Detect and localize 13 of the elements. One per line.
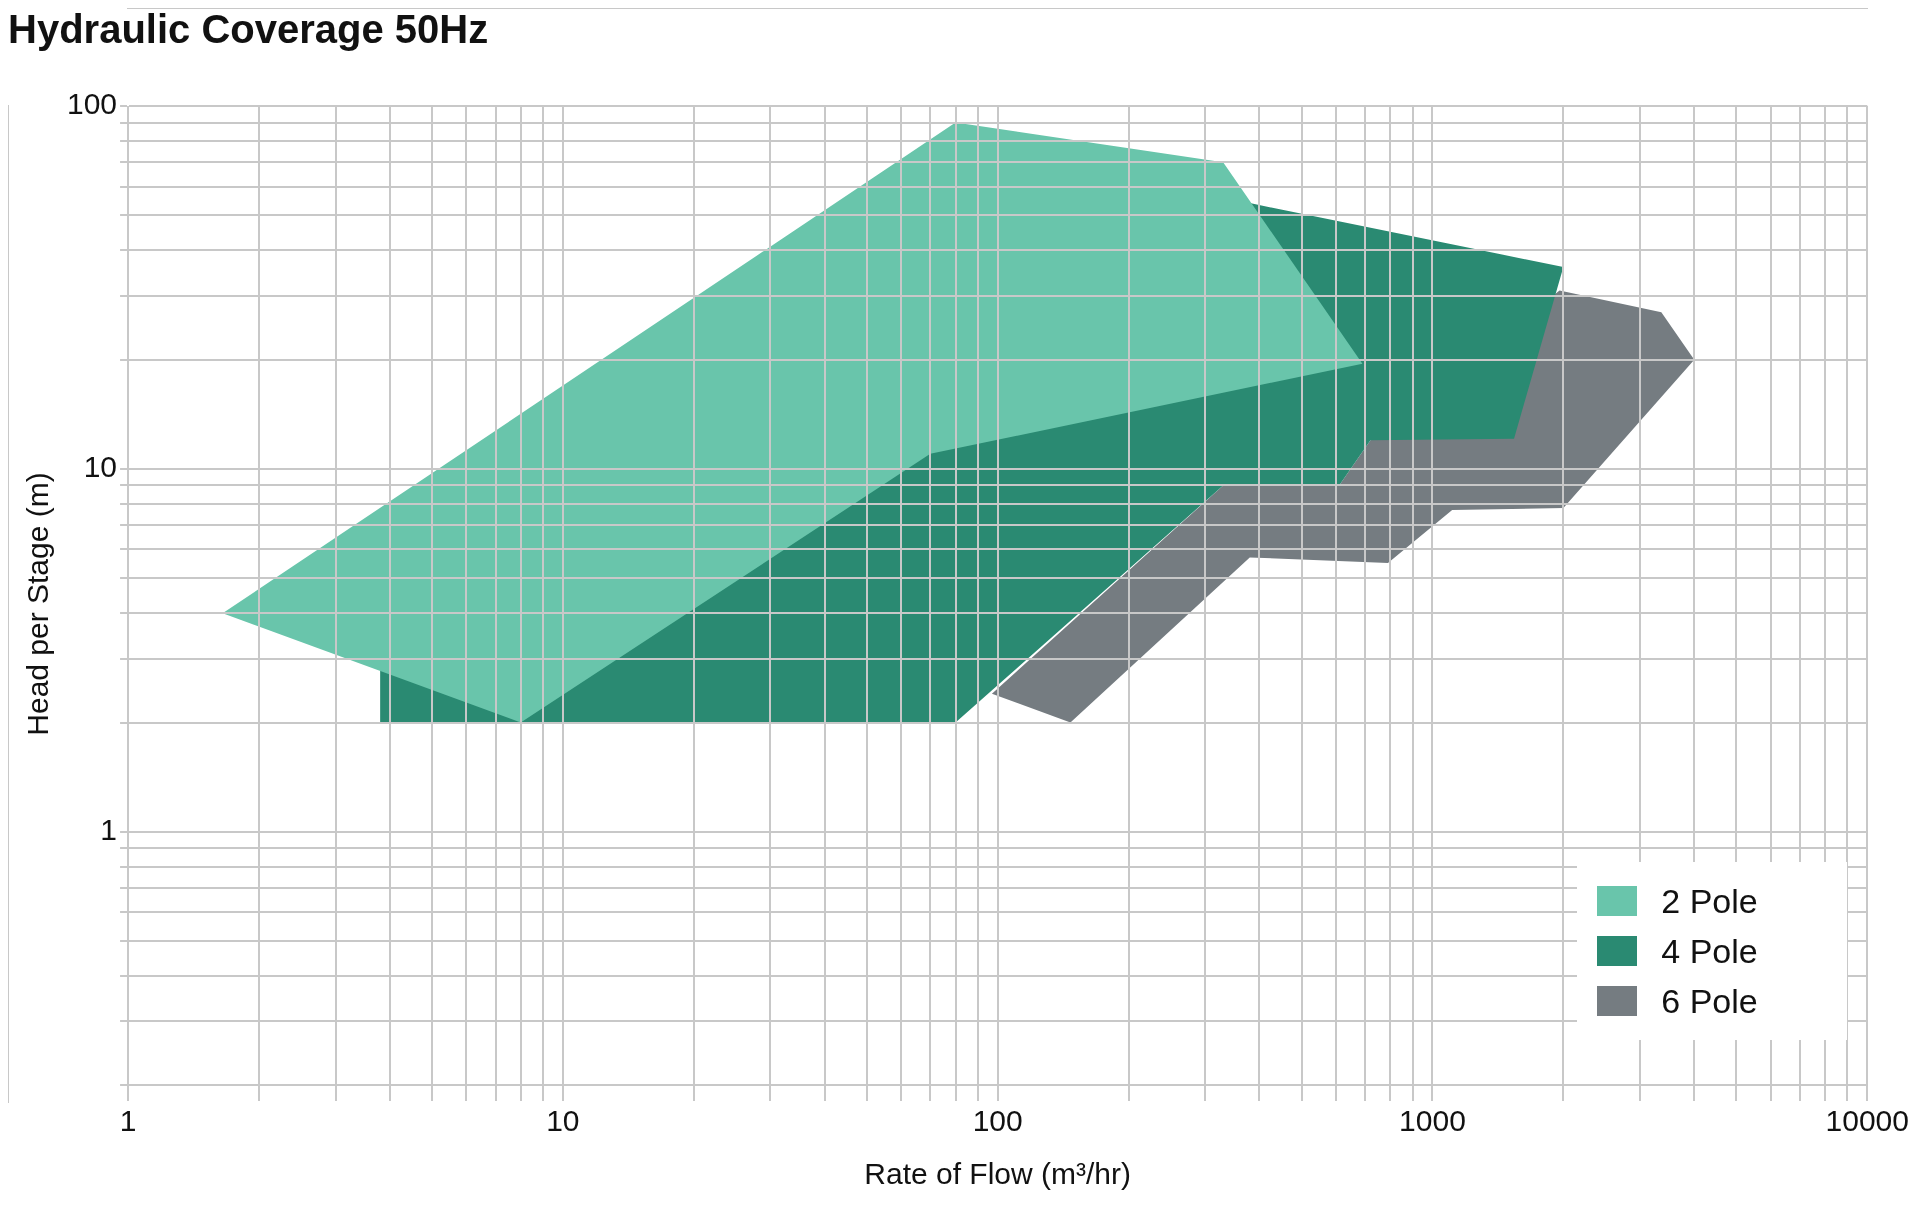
x-tick-label: 10000 (1825, 1104, 1910, 1138)
x-axis-title: Rate of Flow (m³/hr) (864, 1157, 1132, 1191)
legend-label: 6 Pole (1661, 981, 1758, 1021)
y-axis-title: Head per Stage (m) (21, 472, 55, 736)
y-tick-label: 100 (66, 87, 118, 121)
legend-label: 2 Pole (1661, 881, 1758, 921)
legend-label: 4 Pole (1661, 931, 1758, 971)
y-tick-label: 10 (83, 450, 118, 484)
x-tick-label: 100 (972, 1104, 1023, 1138)
x-tick-label: 1000 (1399, 1104, 1466, 1138)
chart-title: Hydraulic Coverage 50Hz (8, 7, 489, 52)
y-tick-label: 1 (100, 813, 118, 847)
x-tick-label: 10 (546, 1104, 580, 1138)
